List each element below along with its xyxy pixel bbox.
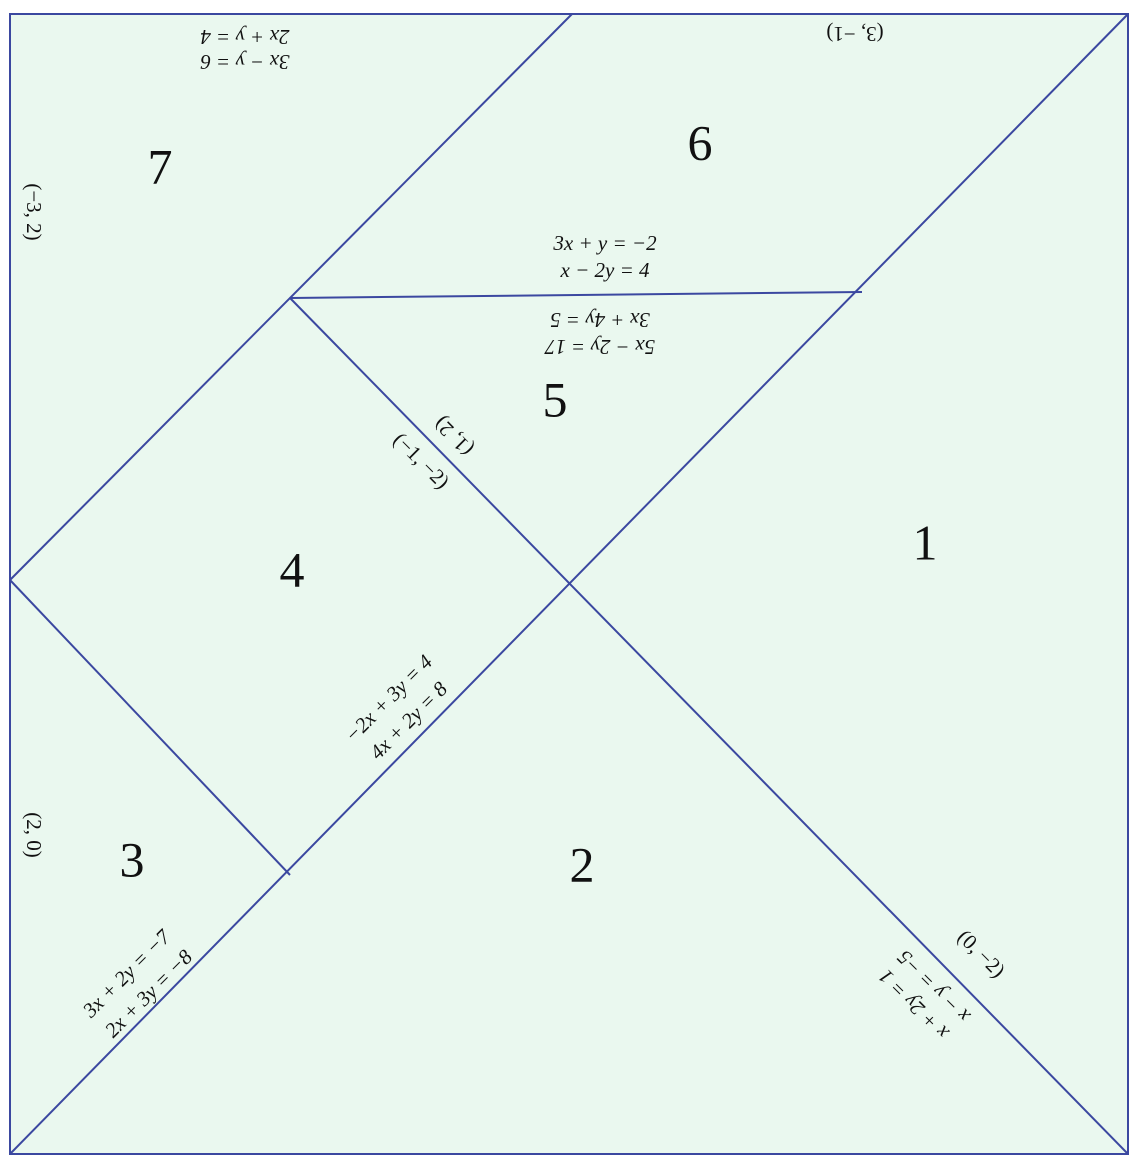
point-label: (2, 0) <box>22 812 46 858</box>
point-label: (−3, 2) <box>22 183 46 240</box>
piece-label: 6 <box>688 114 713 170</box>
piece-label: 2 <box>570 836 595 892</box>
equation: 3x − y = 6 <box>200 50 290 74</box>
equation: 2x + y = 4 <box>200 25 289 49</box>
equation: 3x + y = −2 <box>552 231 657 255</box>
cut-line <box>289 297 1129 1155</box>
point-label: (3, −1) <box>826 22 883 46</box>
cut-line <box>9 579 291 876</box>
equation: 3x + 4y = 5 <box>550 308 650 332</box>
equation: 5x − 2y = 17 <box>544 335 655 359</box>
piece-label: 7 <box>148 138 173 194</box>
piece-label: 1 <box>913 514 938 570</box>
cut-line <box>289 291 863 299</box>
piece-label: 3 <box>120 831 145 887</box>
piece-label: 4 <box>280 541 305 597</box>
equation: x − 2y = 4 <box>560 258 650 282</box>
piece-label: 5 <box>543 371 568 427</box>
